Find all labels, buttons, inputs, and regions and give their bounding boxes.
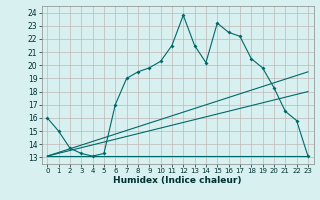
X-axis label: Humidex (Indice chaleur): Humidex (Indice chaleur) <box>113 176 242 185</box>
